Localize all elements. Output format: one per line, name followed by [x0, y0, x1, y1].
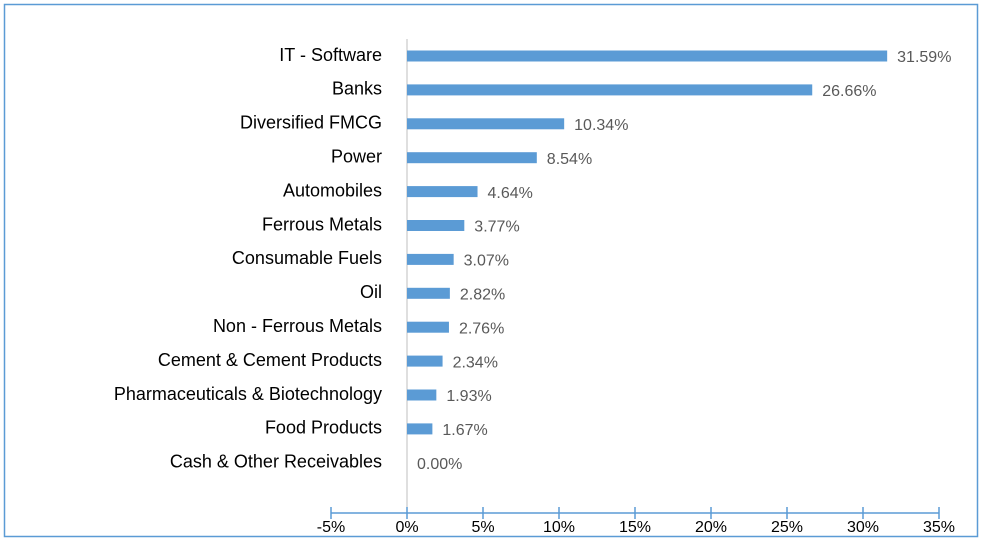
y-tick-label: Consumable Fuels	[232, 248, 382, 268]
value-label: 1.93%	[446, 388, 491, 405]
bar	[407, 152, 537, 164]
value-label: 8.54%	[547, 151, 592, 168]
bar	[407, 50, 888, 62]
bar	[407, 423, 433, 435]
bar	[407, 389, 437, 401]
bar	[407, 287, 450, 299]
bar	[407, 253, 454, 265]
bar	[407, 84, 813, 96]
value-label: 2.76%	[459, 320, 504, 337]
y-tick-label: Power	[331, 146, 382, 166]
x-tick-label: -5%	[317, 519, 345, 536]
value-label: 2.82%	[460, 287, 505, 304]
x-tick-label: 25%	[771, 519, 803, 536]
y-tick-label: Automobiles	[283, 180, 382, 200]
value-label: 0.00%	[417, 456, 462, 473]
x-tick-label: 30%	[847, 519, 879, 536]
y-tick-label: Pharmaceuticals & Biotechnology	[114, 384, 382, 404]
x-tick-label: 15%	[619, 519, 651, 536]
y-tick-label: Cash & Other Receivables	[170, 452, 382, 472]
value-label: 31.59%	[897, 49, 951, 66]
x-tick-label: 0%	[395, 519, 418, 536]
y-tick-label: Banks	[332, 79, 382, 99]
bar	[407, 355, 443, 367]
bar	[407, 220, 465, 231]
value-label: 4.64%	[488, 185, 533, 202]
x-tick-label: 20%	[695, 519, 727, 536]
y-tick-label: Food Products	[265, 418, 382, 438]
y-tick-label: Ferrous Metals	[262, 214, 382, 234]
bar	[407, 118, 565, 130]
value-label: 10.34%	[574, 117, 628, 134]
value-label: 3.07%	[464, 253, 509, 270]
y-tick-label: Non - Ferrous Metals	[213, 316, 382, 336]
value-label: 2.34%	[453, 354, 498, 371]
y-tick-label: Diversified FMCG	[240, 113, 382, 133]
value-label: 1.67%	[442, 422, 487, 439]
bar	[407, 186, 478, 198]
y-tick-label: Cement & Cement Products	[158, 350, 382, 370]
y-tick-label: Oil	[360, 282, 382, 302]
value-label: 26.66%	[822, 83, 876, 100]
x-tick-label: 10%	[543, 519, 575, 536]
value-label: 3.77%	[474, 219, 519, 236]
x-tick-label: 35%	[923, 519, 955, 536]
x-tick-label: 5%	[471, 519, 494, 536]
bar	[407, 321, 449, 333]
y-tick-label: IT - Software	[279, 45, 382, 65]
